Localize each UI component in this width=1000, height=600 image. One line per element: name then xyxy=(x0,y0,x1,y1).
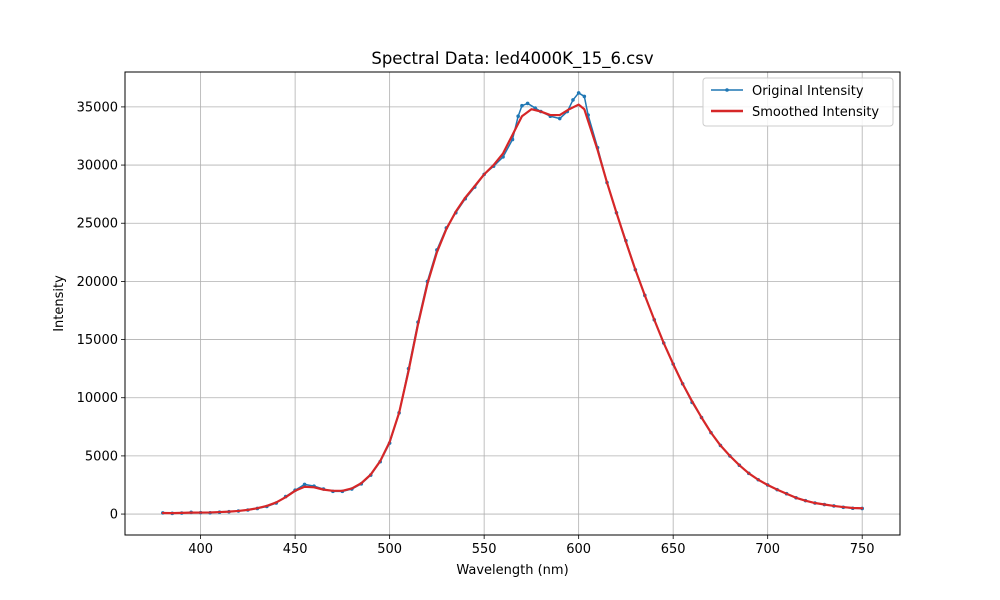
x-tick-label: 700 xyxy=(755,542,780,557)
grid-lines xyxy=(125,72,900,535)
x-tick-label: 400 xyxy=(188,542,213,557)
data-point xyxy=(520,103,524,108)
y-tick-label: 30000 xyxy=(77,159,118,174)
y-tick-label: 5000 xyxy=(85,449,118,464)
series-layer xyxy=(161,91,864,516)
smoothed-intensity-line xyxy=(161,103,864,515)
data-point xyxy=(582,94,587,99)
y-tick-label: 0 xyxy=(110,508,118,523)
legend-label-smoothed: Smoothed Intensity xyxy=(752,105,879,120)
x-tick-label: 600 xyxy=(566,542,591,557)
legend-box xyxy=(702,77,894,127)
data-point xyxy=(557,116,562,121)
data-point xyxy=(516,114,520,119)
plot-frame xyxy=(124,71,901,536)
legend-label-original: Original Intensity xyxy=(752,84,864,99)
x-axis-label: Wavelength (nm) xyxy=(456,563,568,578)
data-point xyxy=(302,482,307,487)
data-point xyxy=(571,98,575,102)
x-tick-label: 450 xyxy=(283,542,308,557)
y-axis-ticks: 0 5000 10000 15000 20000 25000 30000 35000 xyxy=(77,100,125,523)
y-tick-label: 20000 xyxy=(77,275,118,290)
x-axis-ticks: 400 450 500 550 600 650 700 750 xyxy=(188,535,875,557)
x-tick-label: 500 xyxy=(377,542,402,557)
data-point xyxy=(525,101,530,106)
x-tick-label: 550 xyxy=(472,542,497,557)
y-tick-label: 35000 xyxy=(77,100,118,115)
chart-title: Spectral Data: led4000K_15_6.csv xyxy=(371,49,653,69)
y-tick-label: 10000 xyxy=(77,391,118,406)
legend: Original Intensity Smoothed Intensity xyxy=(702,77,894,127)
legend-marker-original xyxy=(725,88,729,92)
y-tick-label: 15000 xyxy=(77,333,118,348)
data-point xyxy=(576,91,581,95)
x-tick-label: 650 xyxy=(661,542,686,557)
y-axis-label: Intensity xyxy=(52,275,67,332)
y-tick-label: 25000 xyxy=(77,217,118,232)
x-tick-label: 750 xyxy=(850,542,875,557)
